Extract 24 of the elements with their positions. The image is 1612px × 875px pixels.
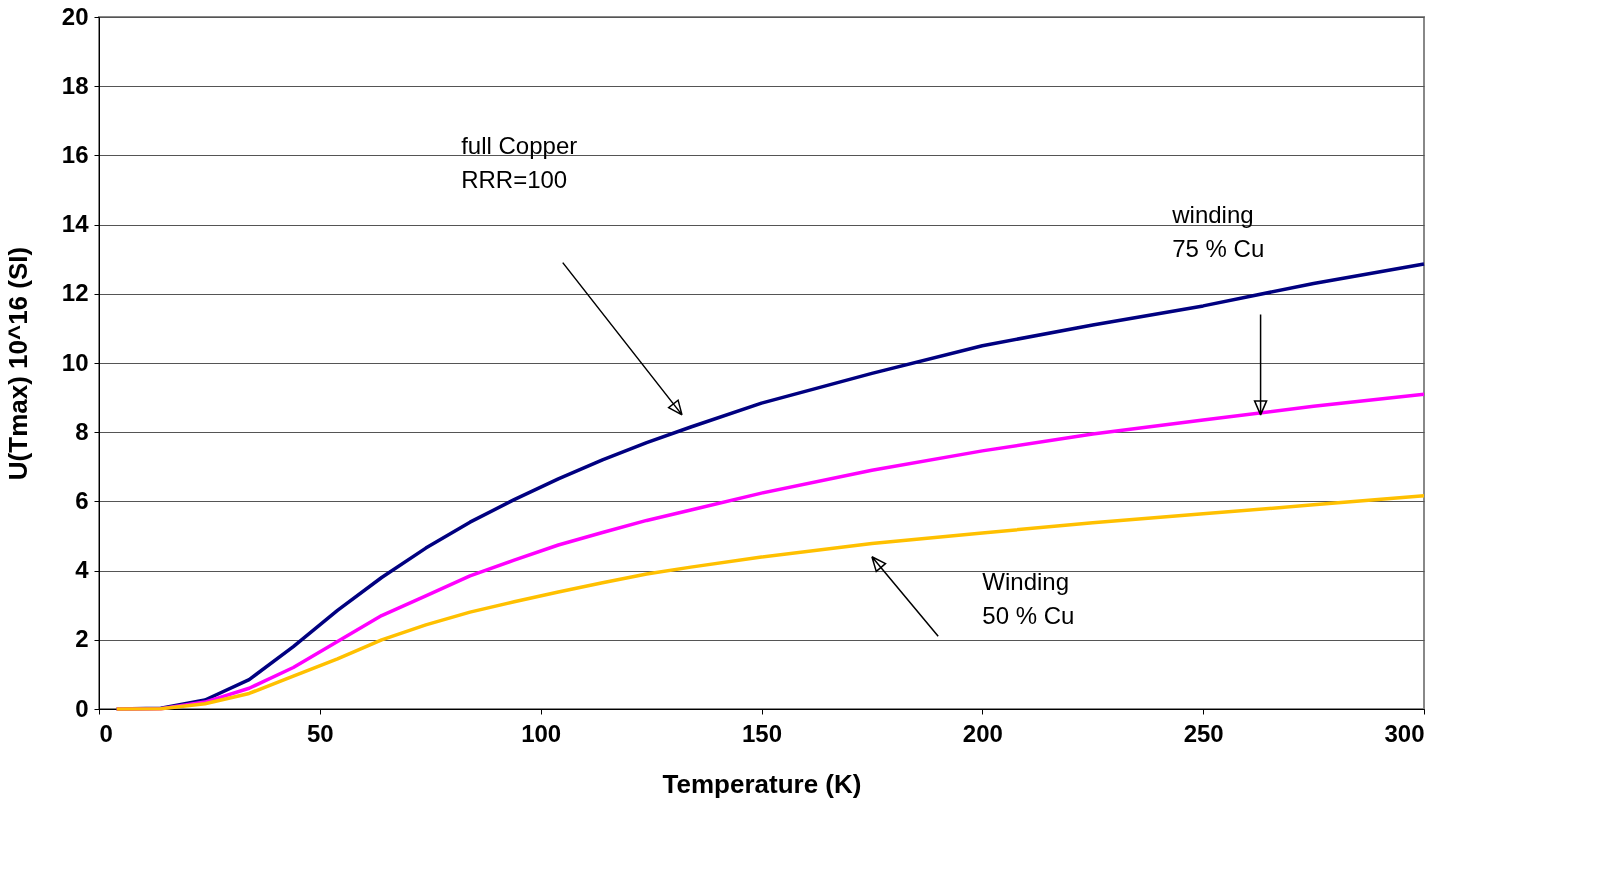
y-tick-label: 20 [61, 2, 89, 30]
y-tick-label: 2 [75, 625, 89, 653]
annotation: winding 75 % Cu [1171, 200, 1265, 262]
annotation: Winding 50 % Cu [982, 567, 1075, 629]
x-tick-label: 50 [306, 719, 334, 747]
x-tick-label: 200 [962, 719, 1003, 747]
y-tick-label: 6 [75, 486, 89, 514]
annotation: full Copper RRR=100 [461, 131, 578, 193]
y-tick-label: 14 [61, 210, 90, 238]
y-tick-label: 16 [61, 140, 89, 168]
y-tick-label: 18 [61, 71, 89, 99]
y-tick-label: 4 [75, 556, 90, 584]
y-tick-label: 0 [75, 694, 89, 722]
y-tick-label: 10 [61, 348, 89, 376]
x-tick-label: 0 [99, 719, 113, 747]
y-tick-label: 12 [61, 279, 89, 307]
y-tick-label: 8 [75, 417, 89, 445]
y-axis-title: U(Tmax) 10^16 (SI) [2, 246, 33, 481]
x-tick-label: 100 [521, 719, 562, 747]
x-tick-label: 250 [1183, 719, 1224, 747]
x-tick-label: 300 [1384, 719, 1425, 747]
x-axis-title: Temperature (K) [662, 768, 862, 799]
line-series [114, 494, 1426, 711]
x-tick-label: 150 [741, 719, 783, 747]
